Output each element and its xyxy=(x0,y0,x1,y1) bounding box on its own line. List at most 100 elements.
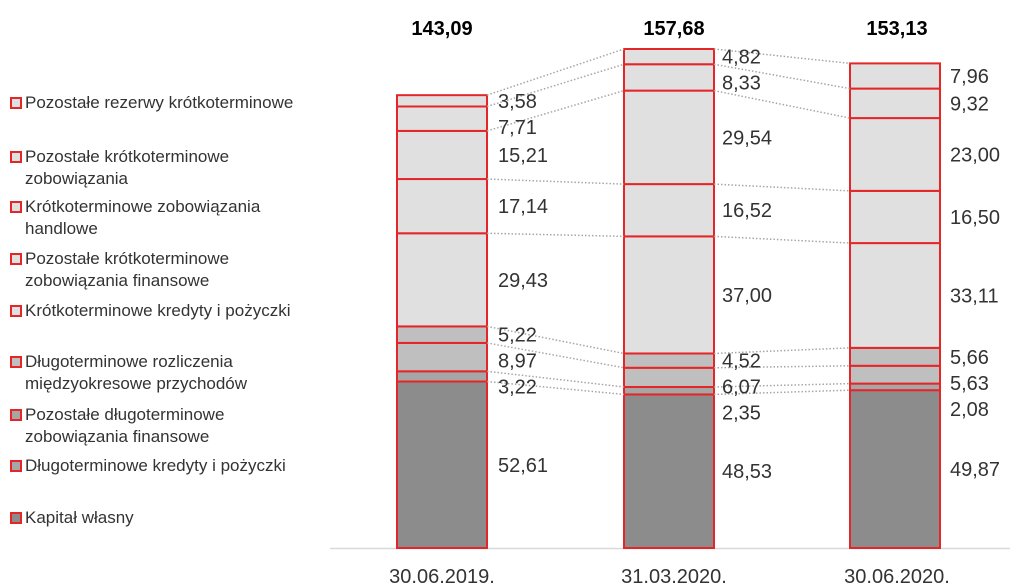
total-label: 157,68 xyxy=(643,18,704,40)
legend-label-line: Pozostałe długoterminowe xyxy=(25,405,225,424)
legend-item: Pozostałe krótkoterminowe zobowiązania fi… xyxy=(10,248,229,292)
bar-segment xyxy=(849,242,941,349)
data-label: 52,61 xyxy=(498,455,548,477)
legend-swatch xyxy=(10,305,22,317)
legend-label-line: Pozostałe rezerwy krótkoterminowe xyxy=(25,93,294,112)
data-label: 2,35 xyxy=(722,403,761,425)
connector-line xyxy=(486,89,625,132)
legend-swatch xyxy=(10,201,22,213)
connector-line xyxy=(713,89,851,119)
legend-swatch xyxy=(10,460,22,472)
legend-label: Krótkoterminowe kredyty i pożyczki xyxy=(25,300,290,322)
bar-segment xyxy=(849,389,941,549)
bar-segment xyxy=(396,178,488,235)
bar-segment xyxy=(623,63,715,92)
connector-line xyxy=(713,382,851,388)
bar-segment xyxy=(396,341,488,373)
bar-segment xyxy=(849,62,941,90)
total-label: 153,13 xyxy=(866,18,927,40)
data-label: 4,52 xyxy=(722,351,761,373)
data-label: 5,63 xyxy=(950,373,989,395)
connector-line xyxy=(486,342,625,369)
data-label: 9,32 xyxy=(950,93,989,115)
data-label: 33,11 xyxy=(950,285,999,307)
data-label: 16,50 xyxy=(950,207,1000,229)
legend-item: Krótkoterminowe kredyty i pożyczki xyxy=(10,300,290,322)
legend-swatch xyxy=(10,409,22,421)
x-tick-label: 30.06.2019. xyxy=(389,566,495,586)
bar-segment xyxy=(396,129,488,181)
legend-swatch xyxy=(10,356,22,368)
connector-line xyxy=(486,178,625,185)
data-label: 2,08 xyxy=(950,399,989,421)
chart-legend: Pozostałe rezerwy krótkoterminowe Pozosta… xyxy=(10,0,370,586)
bar-segment xyxy=(849,87,941,120)
bar-segment xyxy=(623,352,715,369)
legend-label-line: międzyokresowe przychodów xyxy=(25,374,248,393)
bar-segment xyxy=(623,48,715,66)
legend-label-line: Krótkoterminowe kredyty i pożyczki xyxy=(25,301,291,320)
bar-segment xyxy=(396,325,488,344)
legend-label: Krótkoterminowe zobowiązania handlowe xyxy=(25,196,260,240)
data-label: 37,00 xyxy=(722,285,772,307)
connector-line xyxy=(713,183,851,192)
legend-label-line: Pozostałe krótkoterminowe xyxy=(25,249,230,268)
data-label: 5,66 xyxy=(950,347,989,369)
legend-label-line: Kapitał własny xyxy=(25,508,134,527)
connector-line xyxy=(713,347,851,355)
data-label: 5,22 xyxy=(498,325,537,347)
x-tick-label: 31.03.2020. xyxy=(621,566,727,586)
total-label: 143,09 xyxy=(411,18,472,40)
data-label: 8,33 xyxy=(722,73,761,95)
legend-label: Pozostałe krótkoterminowe zobowiązania xyxy=(25,146,229,190)
legend-label: Pozostałe rezerwy krótkoterminowe xyxy=(25,92,293,114)
legend-item: Kapitał własny xyxy=(10,507,134,529)
bar-segment xyxy=(849,346,941,367)
bar-segment xyxy=(396,380,488,549)
bar-segment xyxy=(849,364,941,385)
legend-label: Kapitał własny xyxy=(25,507,134,529)
legend-swatch xyxy=(10,151,22,163)
data-label: 6,07 xyxy=(722,377,761,399)
connector-line xyxy=(486,63,625,108)
data-label: 7,96 xyxy=(950,66,989,88)
bar-segment xyxy=(623,385,715,396)
legend-label-line: handlowe xyxy=(25,219,98,238)
connector-line xyxy=(713,389,851,396)
bar-segment xyxy=(623,183,715,238)
legend-swatch xyxy=(10,97,22,109)
data-label: 23,00 xyxy=(950,144,1000,166)
data-label: 3,22 xyxy=(498,377,537,399)
legend-item: Długoterminowe rozliczenia międzyokresowe… xyxy=(10,351,247,395)
x-tick-label: 30.06.2020. xyxy=(844,566,950,586)
legend-swatch xyxy=(10,253,22,265)
legend-label-line: zobowiązania xyxy=(25,169,129,188)
legend-label: Pozostałe długoterminowe zobowiązania fin… xyxy=(25,404,224,448)
bar-segment xyxy=(623,235,715,355)
legend-label: Długoterminowe kredyty i pożyczki xyxy=(25,455,286,477)
legend-item: Pozostałe długoterminowe zobowiązania fin… xyxy=(10,404,224,448)
legend-label-line: Pozostałe krótkoterminowe xyxy=(25,147,230,166)
connector-line xyxy=(486,325,625,355)
legend-item: Pozostałe krótkoterminowe zobowiązania xyxy=(10,146,229,190)
data-label: 15,21 xyxy=(498,145,548,167)
bar-segment xyxy=(623,366,715,388)
legend-label: Długoterminowe rozliczenia międzyokresowe… xyxy=(25,351,247,395)
connector-line xyxy=(486,48,625,96)
legend-swatch xyxy=(10,512,22,524)
bar-segment xyxy=(396,105,488,132)
data-label: 4,82 xyxy=(722,47,761,69)
legend-label: Pozostałe krótkoterminowe zobowiązania fi… xyxy=(25,248,229,292)
bar-segment xyxy=(849,117,941,192)
connector-line xyxy=(713,235,851,244)
bar-segment xyxy=(396,232,488,328)
data-label: 49,87 xyxy=(950,459,1000,481)
data-label: 48,53 xyxy=(722,461,772,483)
data-label: 17,14 xyxy=(498,196,548,218)
legend-label-line: zobowiązania finansowe xyxy=(25,427,210,446)
bar-segment xyxy=(623,393,715,550)
data-label: 16,52 xyxy=(722,200,772,222)
legend-label-line: Długoterminowe rozliczenia xyxy=(25,352,233,371)
connector-line xyxy=(486,232,625,238)
